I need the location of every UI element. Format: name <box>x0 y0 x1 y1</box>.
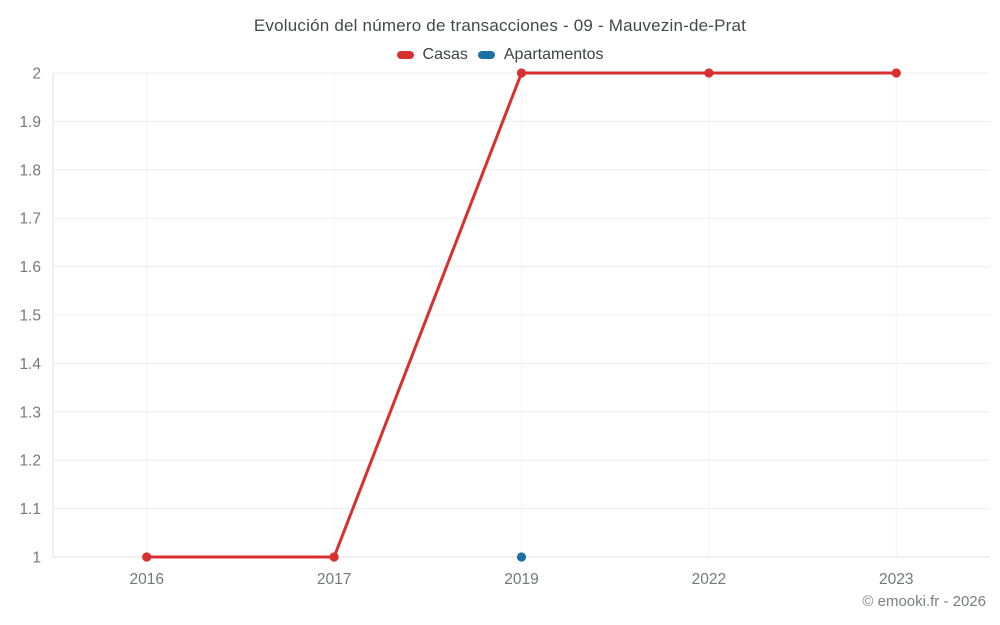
apartamentos-legend-swatch-icon <box>477 51 495 59</box>
data-point-casas[interactable] <box>891 68 901 78</box>
y-tick-label: 1.5 <box>19 308 41 325</box>
data-point-casas[interactable] <box>329 552 339 562</box>
y-tick-label: 1.4 <box>19 356 41 373</box>
y-tick-label: 1 <box>32 550 41 567</box>
chart-legend: Casas Apartamentos <box>0 46 1000 64</box>
x-tick-label: 2019 <box>504 571 538 588</box>
y-tick-label: 1.6 <box>19 259 41 276</box>
y-tick-label: 1.1 <box>19 501 41 518</box>
y-tick-label: 1.7 <box>19 211 41 228</box>
x-tick-label: 2017 <box>317 571 351 588</box>
x-tick-label: 2023 <box>879 571 913 588</box>
chart-title: Evolución del número de transacciones - … <box>253 16 747 35</box>
casas-legend-swatch-icon <box>396 51 414 59</box>
y-tick-label: 1.8 <box>19 162 41 179</box>
legend-item-apartamentos[interactable]: Apartamentos <box>477 46 604 64</box>
apartamentos-legend-label: Apartamentos <box>503 46 604 63</box>
y-tick-label: 2 <box>32 66 41 83</box>
legend-item-casas[interactable]: Casas <box>396 46 468 64</box>
data-point-casas[interactable] <box>704 68 714 78</box>
data-point-apartamentos[interactable] <box>516 552 527 562</box>
x-tick-label: 2016 <box>129 571 163 588</box>
x-tick-label: 2022 <box>692 571 726 588</box>
data-point-casas[interactable] <box>516 68 527 78</box>
data-point-casas[interactable] <box>142 552 152 562</box>
y-tick-label: 1.9 <box>19 114 41 131</box>
casas-legend-label: Casas <box>422 46 468 63</box>
copyright: © emooki.fr - 2026 <box>862 593 986 610</box>
y-tick-label: 1.2 <box>19 453 41 470</box>
y-tick-label: 1.3 <box>19 404 41 421</box>
